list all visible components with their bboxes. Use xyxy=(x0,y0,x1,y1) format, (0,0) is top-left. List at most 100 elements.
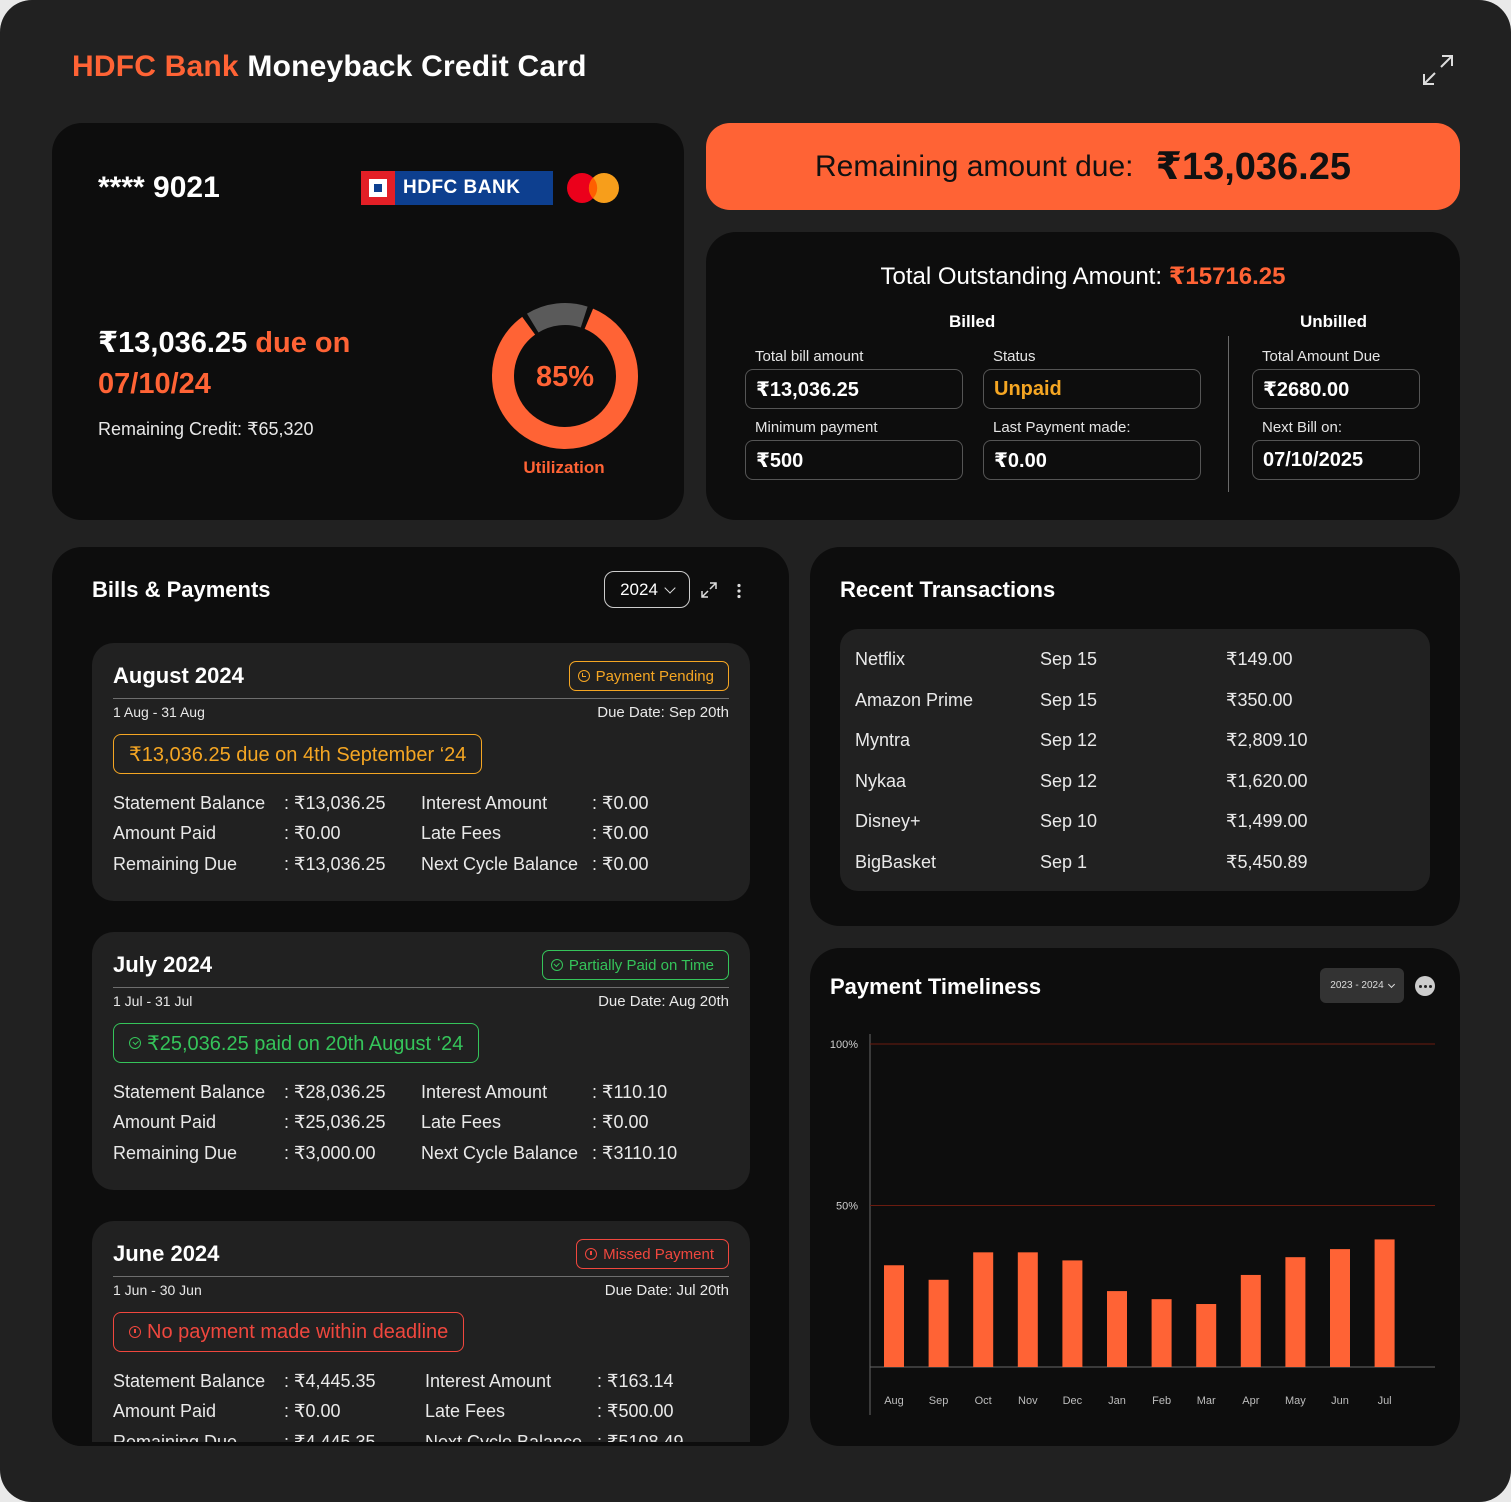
amount-paid-label: Amount Paid xyxy=(113,1401,217,1421)
y-tick-label: 100% xyxy=(830,1039,858,1051)
interest-amount-label: Interest Amount xyxy=(425,1371,552,1391)
txn-merchant: Myntra xyxy=(855,730,911,750)
bill-range: 1 Aug - 31 Aug xyxy=(113,704,205,720)
total-bill-field: ₹13,036.25 xyxy=(745,369,963,409)
chevron-down-icon xyxy=(1387,980,1395,989)
amount-paid-value: : ₹0.00 xyxy=(284,823,341,843)
next-cycle-balance-value: : ₹0.00 xyxy=(592,854,649,874)
amount-paid-value: : ₹0.00 xyxy=(284,1401,341,1421)
bill-highlight: ₹25,036.25 paid on 20th August ‘24 xyxy=(113,1023,480,1063)
remaining-amount-banner: Remaining amount due: ₹13,036.25 xyxy=(706,123,1460,210)
check-circle-icon xyxy=(129,1037,141,1049)
hdfc-mark-icon xyxy=(361,171,395,205)
txn-merchant: BigBasket xyxy=(855,852,937,872)
expand-icon[interactable] xyxy=(1420,52,1456,88)
timeliness-title: Payment Timeliness xyxy=(830,974,1042,999)
unbilled-due-field: ₹2680.00 xyxy=(1252,369,1420,409)
txn-date: Sep 15 xyxy=(1040,690,1098,710)
last-payment-label: Last Payment made: xyxy=(993,419,1131,436)
bar-apr xyxy=(1240,1274,1261,1367)
bill-range: 1 Jun - 30 Jun xyxy=(113,1282,202,1298)
txn-amount: ₹1,620.00 xyxy=(1226,771,1308,791)
txn-amount: ₹1,499.00 xyxy=(1226,811,1308,831)
status-badge: Payment Pending xyxy=(568,661,729,691)
timeliness-panel: Payment Timeliness 2023 - 2024 100% 50% Au… xyxy=(810,948,1460,1446)
bill-card-july[interactable]: July 2024 Partially Paid on Time 1 Jul -… xyxy=(92,932,750,1190)
card-panel: **** 9021 HDFC BANK ₹13,036.25 due on 07… xyxy=(52,123,684,520)
clock-icon xyxy=(577,670,590,682)
status-field: Unpaid xyxy=(983,369,1201,409)
bill-due-date: Due Date: Sep 20th xyxy=(597,704,729,721)
x-tick-label: May xyxy=(1285,1395,1306,1407)
interest-amount-value: : ₹0.00 xyxy=(592,793,649,813)
txn-merchant: Netflix xyxy=(855,649,906,669)
remaining-due-label: Remaining Due xyxy=(113,1143,238,1163)
remaining-due-label: Remaining Due xyxy=(113,854,238,874)
bill-card-june[interactable]: June 2024 Missed Payment 1 Jun - 30 Jun … xyxy=(92,1221,750,1446)
next-cycle-balance-label: Next Cycle Balance xyxy=(421,1143,579,1163)
last-payment-field: ₹0.00 xyxy=(983,440,1201,480)
card-due-amount: ₹13,036.25 xyxy=(98,327,248,359)
bill-month: July 2024 xyxy=(113,952,213,977)
kebab-menu-icon[interactable] xyxy=(736,583,742,599)
bill-highlight-text: ₹25,036.25 paid on 20th August ‘24 xyxy=(147,1032,464,1055)
txn-merchant: Amazon Prime xyxy=(855,690,974,710)
bill-highlight-text: ₹13,036.25 due on 4th September ‘24 xyxy=(129,743,467,766)
card-number: **** 9021 xyxy=(98,171,220,204)
bar-jul xyxy=(1374,1239,1395,1367)
bill-card-august[interactable]: August 2024 Payment Pending 1 Aug - 31 A… xyxy=(92,643,750,901)
year-select[interactable]: 2024 xyxy=(604,571,690,608)
statement-balance-label: Statement Balance xyxy=(113,1082,266,1102)
bill-range: 1 Jul - 31 Jul xyxy=(113,993,193,1009)
bills-title: Bills & Payments xyxy=(92,577,271,602)
timeliness-chart: 100% 50% Aug Sep Oct Nov Dec Jan Feb Mar Apr May Jun… xyxy=(830,1034,1435,1415)
statement-balance-label: Statement Balance xyxy=(113,1371,266,1391)
bar-jun xyxy=(1330,1249,1350,1367)
x-tick-label: Jan xyxy=(1108,1395,1126,1407)
bill-month: June 2024 xyxy=(113,1241,220,1266)
transactions-list: Netflix Sep 15 ₹149.00 Amazon Prime Sep … xyxy=(840,629,1430,891)
range-select[interactable]: 2023 - 2024 xyxy=(1320,968,1404,1003)
title-brand: HDFC Bank xyxy=(72,50,239,83)
bill-highlight: ₹13,036.25 due on 4th September ‘24 xyxy=(113,734,483,774)
late-fees-label: Late Fees xyxy=(421,823,502,843)
utilization-gauge: 85% xyxy=(492,303,638,449)
bills-panel: Bills & Payments 2024 August 2024 Paymen… xyxy=(52,547,789,1446)
txn-amount: ₹350.00 xyxy=(1226,690,1293,710)
bar-jan xyxy=(1107,1291,1127,1367)
min-payment-field: ₹500 xyxy=(745,440,963,480)
x-tick-label: Jun xyxy=(1331,1395,1349,1407)
remaining-due-value: : ₹13,036.25 xyxy=(284,854,386,874)
expand-icon[interactable] xyxy=(701,582,717,598)
bar-mar xyxy=(1196,1304,1217,1367)
next-cycle-balance-value: : ₹3110.10 xyxy=(592,1143,678,1163)
bill-highlight-text: No payment made within deadline xyxy=(147,1320,449,1343)
txn-merchant: Nykaa xyxy=(855,771,907,791)
chevron-down-icon xyxy=(664,581,676,594)
bar-feb xyxy=(1151,1299,1172,1367)
txn-amount: ₹5,450.89 xyxy=(1226,852,1308,872)
statement-balance-label: Statement Balance xyxy=(113,793,266,813)
alert-circle-icon xyxy=(129,1326,141,1338)
late-fees-value: : ₹0.00 xyxy=(592,823,649,843)
divider xyxy=(113,1276,729,1277)
outstanding-value: ₹15716.25 xyxy=(1168,263,1286,290)
panel-edge xyxy=(52,1442,789,1446)
divider xyxy=(113,987,729,988)
transactions-title: Recent Transactions xyxy=(840,577,1056,602)
bar-nov xyxy=(1017,1252,1038,1367)
min-payment-label: Minimum payment xyxy=(755,419,878,436)
interest-amount-label: Interest Amount xyxy=(421,793,548,813)
more-horizontal-icon[interactable] xyxy=(1415,976,1435,996)
bar-sep xyxy=(928,1279,949,1367)
bar-may xyxy=(1285,1257,1306,1367)
unbilled-due-label: Total Amount Due xyxy=(1262,348,1381,365)
outstanding-title: Total Outstanding Amount: ₹15716.25 xyxy=(706,262,1460,291)
bar-oct xyxy=(973,1252,994,1367)
late-fees-value: : ₹500.00 xyxy=(597,1401,674,1421)
amount-paid-label: Amount Paid xyxy=(113,1112,217,1132)
check-circle-icon xyxy=(550,959,563,971)
next-cycle-balance-label: Next Cycle Balance xyxy=(421,854,579,874)
card-due-summary: ₹13,036.25 due on 07/10/24 xyxy=(98,323,428,405)
txn-amount: ₹2,809.10 xyxy=(1226,730,1308,750)
